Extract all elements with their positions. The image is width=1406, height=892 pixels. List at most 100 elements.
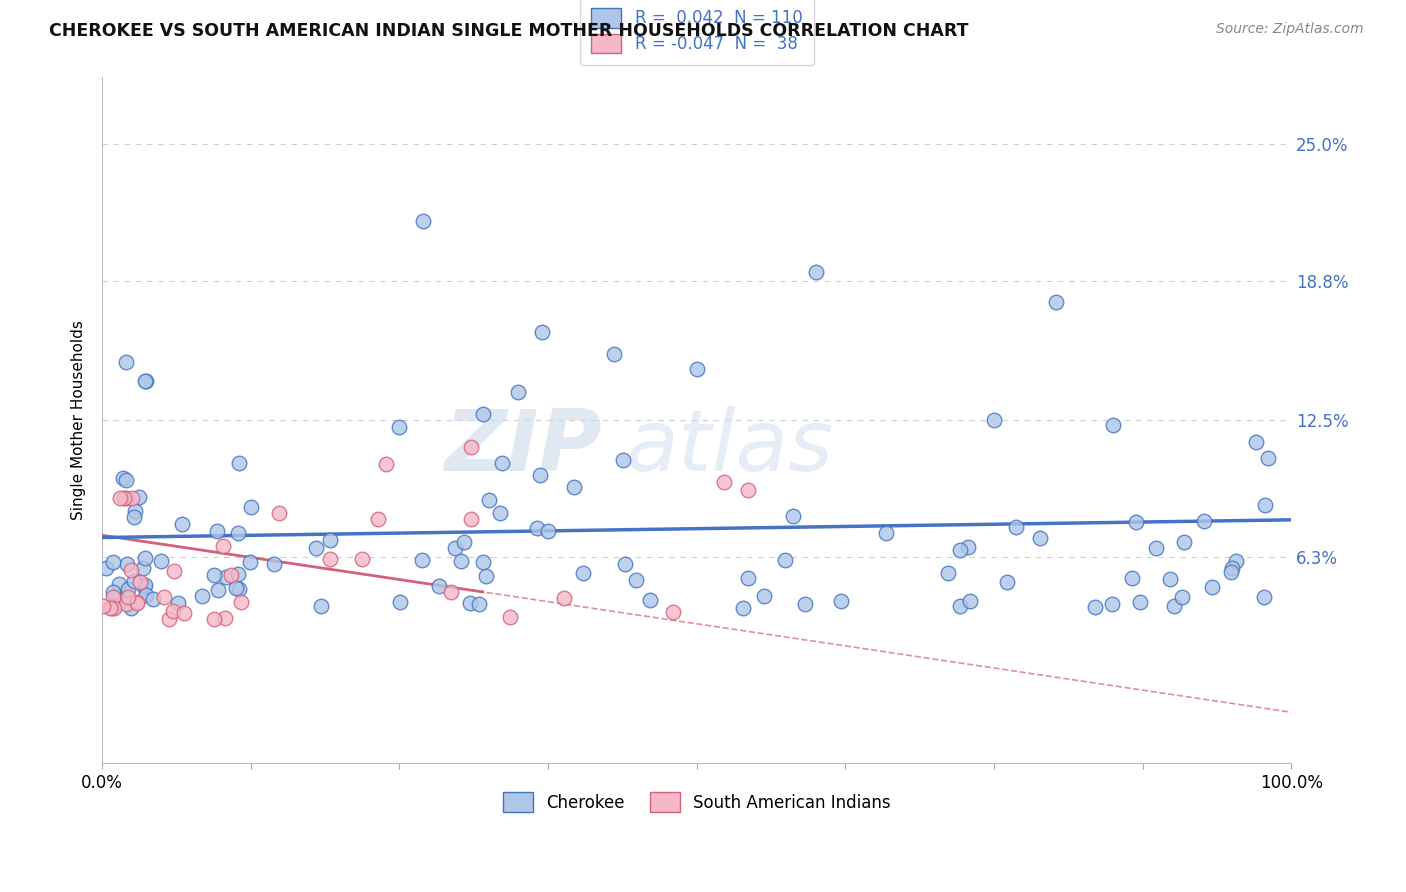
Point bbox=[215, 570, 238, 584]
Point bbox=[460, 440, 482, 454]
Point bbox=[737, 483, 759, 497]
Point bbox=[1253, 591, 1275, 605]
Point bbox=[103, 600, 125, 615]
Point bbox=[367, 512, 389, 526]
Point bbox=[269, 506, 291, 520]
Point bbox=[1254, 498, 1277, 512]
Point bbox=[153, 591, 176, 605]
Point bbox=[412, 214, 434, 228]
Point bbox=[1220, 561, 1243, 575]
Point bbox=[491, 456, 513, 470]
Point bbox=[388, 420, 411, 434]
Point bbox=[686, 362, 709, 376]
Point bbox=[1125, 516, 1147, 530]
Point bbox=[229, 595, 252, 609]
Point bbox=[127, 595, 149, 609]
Point bbox=[202, 568, 225, 582]
Point bbox=[1028, 532, 1050, 546]
Point bbox=[94, 560, 117, 574]
Point bbox=[1084, 599, 1107, 614]
Point bbox=[149, 553, 172, 567]
Point bbox=[132, 560, 155, 574]
Point bbox=[995, 574, 1018, 589]
Point bbox=[1244, 435, 1267, 450]
Point bbox=[173, 606, 195, 620]
Point bbox=[134, 374, 156, 388]
Text: atlas: atlas bbox=[626, 406, 834, 489]
Point bbox=[602, 347, 624, 361]
Point bbox=[1005, 520, 1028, 534]
Point bbox=[221, 568, 243, 582]
Point bbox=[101, 555, 124, 569]
Point bbox=[526, 521, 548, 535]
Point bbox=[489, 506, 512, 520]
Point bbox=[830, 594, 852, 608]
Point bbox=[782, 508, 804, 523]
Point bbox=[212, 539, 235, 553]
Point bbox=[121, 491, 143, 505]
Point bbox=[1144, 541, 1167, 556]
Point bbox=[157, 612, 180, 626]
Point bbox=[228, 456, 250, 470]
Point bbox=[875, 525, 897, 540]
Point bbox=[117, 582, 139, 596]
Point bbox=[1257, 450, 1279, 465]
Point bbox=[468, 597, 491, 611]
Point bbox=[553, 591, 575, 605]
Y-axis label: Single Mother Households: Single Mother Households bbox=[72, 320, 86, 520]
Text: CHEROKEE VS SOUTH AMERICAN INDIAN SINGLE MOTHER HOUSEHOLDS CORRELATION CHART: CHEROKEE VS SOUTH AMERICAN INDIAN SINGLE… bbox=[49, 22, 969, 40]
Point bbox=[104, 591, 127, 605]
Point bbox=[350, 552, 373, 566]
Point bbox=[142, 591, 165, 606]
Point bbox=[127, 596, 149, 610]
Point bbox=[101, 601, 124, 615]
Point bbox=[949, 542, 972, 557]
Point bbox=[713, 475, 735, 490]
Point bbox=[305, 541, 328, 555]
Point bbox=[475, 569, 498, 583]
Point bbox=[1173, 534, 1195, 549]
Point bbox=[1121, 571, 1143, 585]
Point bbox=[226, 526, 249, 541]
Point bbox=[983, 413, 1005, 427]
Point bbox=[793, 597, 815, 611]
Point bbox=[122, 574, 145, 588]
Point bbox=[240, 500, 263, 515]
Point bbox=[375, 458, 398, 472]
Point bbox=[207, 524, 229, 538]
Point bbox=[427, 578, 450, 592]
Point bbox=[737, 571, 759, 585]
Point bbox=[754, 589, 776, 603]
Point bbox=[564, 480, 586, 494]
Point bbox=[453, 535, 475, 549]
Point bbox=[440, 585, 463, 599]
Point bbox=[949, 599, 972, 614]
Point bbox=[309, 599, 332, 613]
Point bbox=[111, 471, 134, 485]
Point bbox=[135, 374, 157, 388]
Point bbox=[662, 605, 685, 619]
Point bbox=[239, 555, 262, 569]
Point bbox=[202, 611, 225, 625]
Point bbox=[959, 594, 981, 608]
Point bbox=[612, 452, 634, 467]
Point bbox=[936, 566, 959, 580]
Point bbox=[129, 575, 152, 590]
Point bbox=[1159, 572, 1181, 586]
Point bbox=[478, 492, 501, 507]
Point bbox=[388, 595, 411, 609]
Point bbox=[537, 524, 560, 539]
Point bbox=[1170, 590, 1192, 604]
Point bbox=[624, 573, 647, 587]
Point bbox=[508, 384, 530, 399]
Point bbox=[614, 557, 637, 571]
Point bbox=[1129, 595, 1152, 609]
Point bbox=[733, 600, 755, 615]
Point bbox=[191, 589, 214, 603]
Point bbox=[114, 597, 136, 611]
Point bbox=[529, 468, 551, 483]
Point bbox=[773, 553, 796, 567]
Point bbox=[228, 582, 250, 596]
Point bbox=[1201, 580, 1223, 594]
Point bbox=[1045, 294, 1067, 309]
